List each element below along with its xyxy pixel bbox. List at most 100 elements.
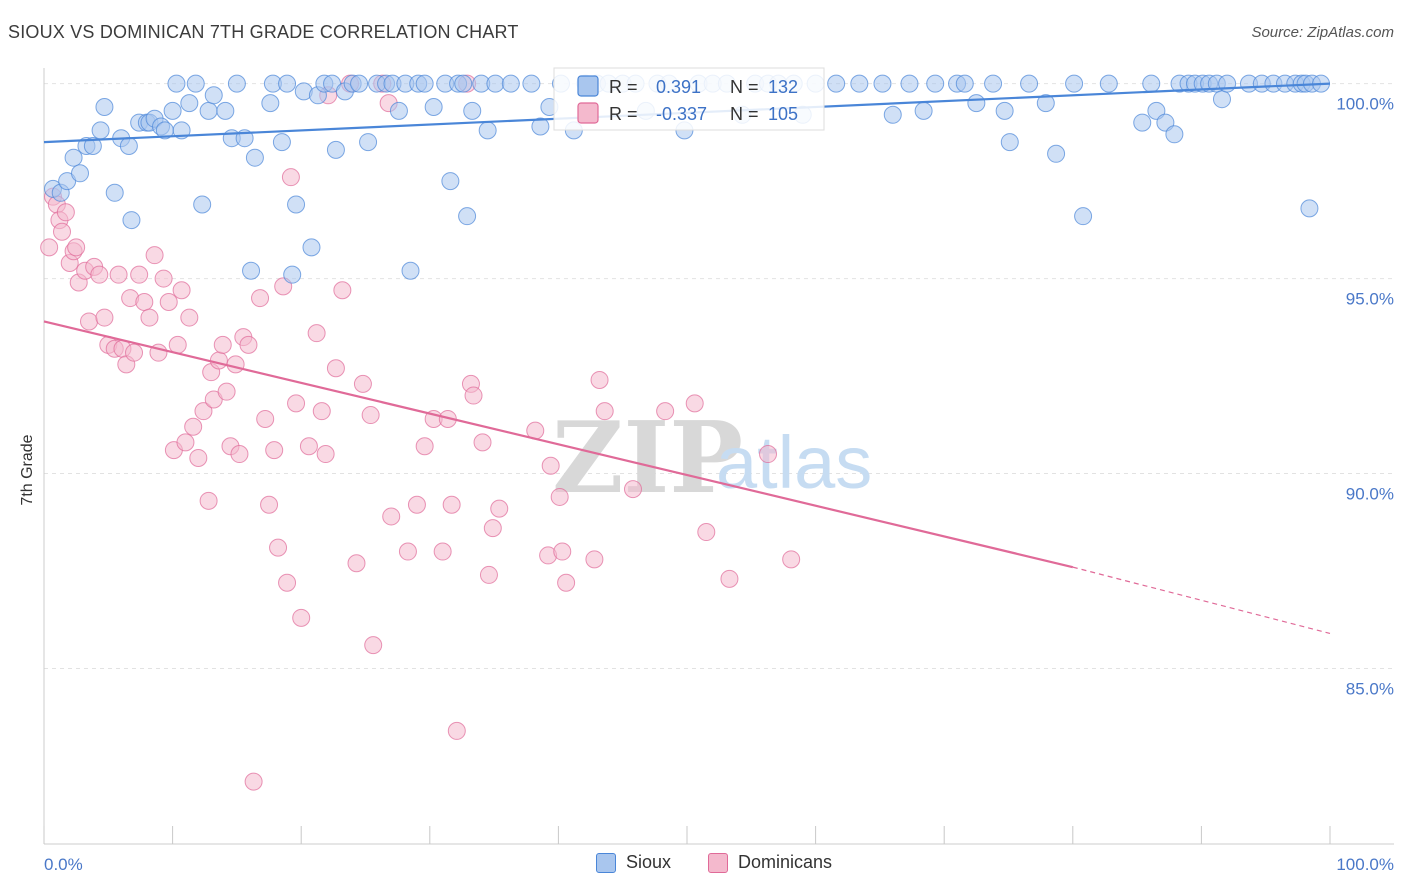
sioux-point bbox=[401, 261, 420, 280]
sioux-point bbox=[531, 117, 550, 136]
sioux-point bbox=[163, 101, 182, 120]
dominicans-point bbox=[154, 269, 173, 288]
y-tick-label: 90.0% bbox=[1346, 485, 1394, 504]
bottom-legend: Sioux Dominicans bbox=[0, 850, 1406, 880]
sioux-point bbox=[522, 74, 541, 93]
sioux-point bbox=[272, 133, 291, 152]
dominicans-point bbox=[553, 542, 572, 561]
y-tick-label: 95.0% bbox=[1346, 290, 1394, 309]
x-tick-label: 0.0% bbox=[44, 855, 83, 874]
dominicans-point bbox=[145, 246, 164, 265]
sioux-point bbox=[167, 74, 186, 93]
dominicans-point bbox=[541, 456, 560, 475]
legend-r-label: R = bbox=[609, 77, 638, 97]
dominicans-point bbox=[260, 495, 279, 514]
legend-item-dominicans: Dominicans bbox=[708, 852, 832, 873]
sioux-point bbox=[926, 74, 945, 93]
dominicans-point bbox=[244, 772, 263, 791]
dominicans-point bbox=[307, 324, 326, 343]
sioux-point bbox=[71, 164, 90, 183]
sioux-point bbox=[1047, 144, 1066, 163]
sioux-point bbox=[350, 74, 369, 93]
sioux-point bbox=[1133, 113, 1152, 132]
sioux-point bbox=[850, 74, 869, 93]
sioux-point bbox=[441, 172, 460, 191]
legend-n-value: 105 bbox=[768, 104, 798, 124]
dominicans-point bbox=[473, 433, 492, 452]
dominicans-point bbox=[281, 168, 300, 187]
y-tick-label: 85.0% bbox=[1346, 680, 1394, 699]
dominicans-point bbox=[176, 433, 195, 452]
sioux-point bbox=[415, 74, 434, 93]
sioux-label: Sioux bbox=[626, 852, 672, 872]
sioux-point bbox=[883, 105, 902, 124]
dominicans-point bbox=[109, 265, 128, 284]
dominicans-point bbox=[217, 382, 236, 401]
sioux-point bbox=[95, 97, 114, 116]
sioux-point bbox=[193, 195, 212, 214]
legend-box: R = 0.391 N = 132 R = -0.337 N = 105 bbox=[553, 67, 825, 131]
dominicans-point bbox=[557, 573, 576, 592]
sioux-point bbox=[1036, 94, 1055, 113]
dominicans-point bbox=[256, 409, 275, 428]
sioux-point bbox=[1000, 133, 1019, 152]
sioux-point bbox=[204, 86, 223, 105]
dominicans-point bbox=[168, 335, 187, 354]
dominicans-point bbox=[490, 499, 509, 518]
dominicans-point bbox=[361, 406, 380, 425]
dominicans-point bbox=[53, 222, 72, 241]
legend-swatch-dominicans bbox=[577, 102, 599, 124]
sioux-point bbox=[1212, 90, 1231, 109]
dominicans-point bbox=[135, 292, 154, 311]
dominicans-point bbox=[67, 238, 86, 257]
sioux-point bbox=[186, 74, 205, 93]
dominicans-point bbox=[720, 569, 739, 588]
gridlines bbox=[44, 83, 1394, 670]
dominicans-point bbox=[590, 370, 609, 389]
dominicans-point bbox=[447, 721, 466, 740]
sioux-swatch bbox=[596, 852, 616, 873]
sioux-point bbox=[995, 101, 1014, 120]
dominicans-point bbox=[213, 335, 232, 354]
sioux-point bbox=[227, 74, 246, 93]
dominicans-point bbox=[464, 386, 483, 405]
sioux-point bbox=[486, 74, 505, 93]
dominicans-swatch bbox=[708, 852, 728, 873]
sioux-point bbox=[873, 74, 892, 93]
dominicans-point bbox=[226, 355, 245, 374]
dominicans-point bbox=[550, 487, 569, 506]
dominicans-point bbox=[239, 335, 258, 354]
dominicans-point bbox=[483, 519, 502, 538]
chart-title: SIOUX VS DOMINICAN 7TH GRADE CORRELATION… bbox=[8, 22, 519, 42]
dominicans-label: Dominicans bbox=[738, 852, 833, 872]
sioux-point bbox=[216, 101, 235, 120]
sioux-point bbox=[326, 140, 345, 159]
dominicans-point bbox=[199, 491, 218, 510]
dominicans-point bbox=[299, 437, 318, 456]
sioux-point bbox=[955, 74, 974, 93]
legend-n-label: N = bbox=[730, 104, 759, 124]
sioux-point bbox=[458, 207, 477, 226]
sioux-point bbox=[242, 261, 261, 280]
sioux-point bbox=[463, 101, 482, 120]
sioux-point bbox=[64, 148, 83, 167]
legend-r-label: R = bbox=[609, 104, 638, 124]
dominicans-point bbox=[312, 402, 331, 421]
dominicans-point bbox=[433, 542, 452, 561]
sioux-point bbox=[105, 183, 124, 202]
sioux-point bbox=[900, 74, 919, 93]
dominicans-point bbox=[595, 402, 614, 421]
dominicans-point bbox=[347, 554, 366, 573]
dominicans-point bbox=[364, 636, 383, 655]
dominicans-point bbox=[80, 312, 99, 331]
dominicans-point bbox=[316, 445, 335, 464]
dominicans-point bbox=[759, 445, 778, 464]
sioux-point bbox=[1099, 74, 1118, 93]
legend-swatch-sioux bbox=[577, 75, 599, 97]
dominicans-point bbox=[56, 203, 75, 222]
dominicans-point bbox=[287, 394, 306, 413]
dominicans-point bbox=[40, 238, 59, 257]
watermark-atlas: atlas bbox=[716, 421, 872, 504]
dominicans-point bbox=[159, 292, 178, 311]
